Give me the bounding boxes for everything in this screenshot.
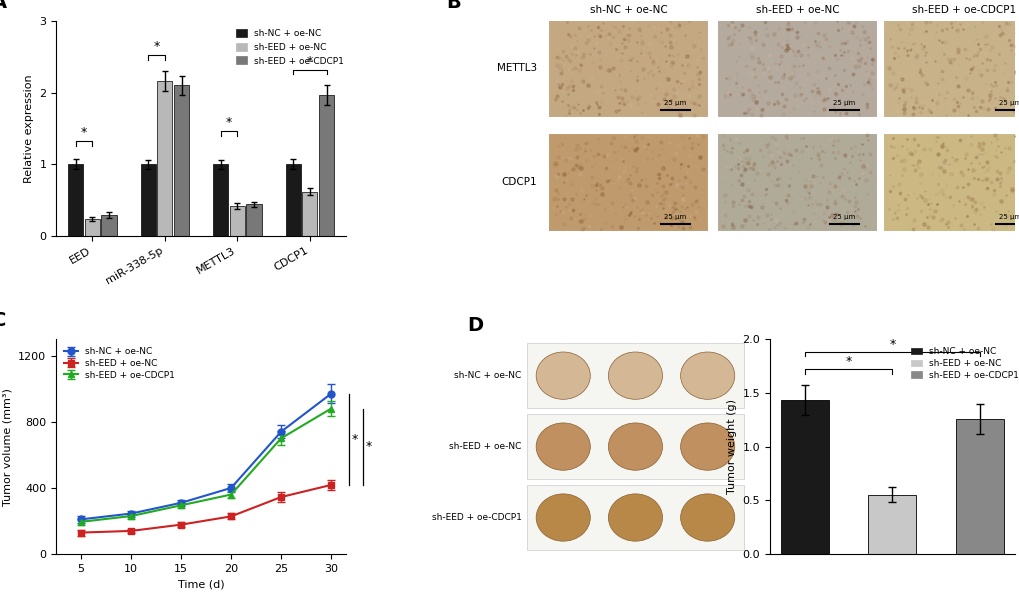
- Ellipse shape: [680, 352, 734, 400]
- Legend: sh-NC + oe-NC, sh-EED + oe-NC, sh-EED + oe-CDCP1: sh-NC + oe-NC, sh-EED + oe-NC, sh-EED + …: [907, 344, 1019, 383]
- Text: A: A: [0, 0, 7, 12]
- Text: 25 μm: 25 μm: [833, 100, 855, 106]
- FancyBboxPatch shape: [527, 485, 743, 550]
- Text: METTL3: METTL3: [497, 63, 537, 73]
- FancyBboxPatch shape: [882, 19, 1019, 117]
- Y-axis label: Tumor weight (g): Tumor weight (g): [727, 399, 736, 494]
- Y-axis label: Tumor volume (mm³): Tumor volume (mm³): [3, 388, 12, 506]
- Text: 25 μm: 25 μm: [999, 214, 1019, 220]
- Text: *: *: [366, 440, 372, 453]
- Text: CDCP1: CDCP1: [501, 177, 537, 187]
- Bar: [302, 192, 317, 236]
- Ellipse shape: [680, 494, 734, 541]
- Text: sh-NC + oe-NC: sh-NC + oe-NC: [589, 5, 666, 14]
- Text: sh-EED + oe-CDCP1: sh-EED + oe-CDCP1: [911, 5, 1015, 14]
- Text: *: *: [225, 116, 232, 129]
- Bar: [247, 204, 262, 236]
- FancyBboxPatch shape: [527, 415, 743, 479]
- Text: sh-EED + oe-NC: sh-EED + oe-NC: [755, 5, 839, 14]
- Ellipse shape: [536, 494, 590, 541]
- Text: *: *: [889, 338, 895, 351]
- Text: 25 μm: 25 μm: [999, 100, 1019, 106]
- Legend: sh-NC + oe-NC, sh-EED + oe-NC, sh-EED + oe-CDCP1: sh-NC + oe-NC, sh-EED + oe-NC, sh-EED + …: [60, 344, 178, 383]
- Bar: [229, 206, 245, 236]
- Bar: [319, 95, 334, 236]
- Text: 25 μm: 25 μm: [663, 214, 686, 220]
- Ellipse shape: [536, 423, 590, 470]
- Ellipse shape: [680, 423, 734, 470]
- Text: C: C: [0, 311, 7, 330]
- Bar: [781, 400, 828, 554]
- FancyBboxPatch shape: [547, 133, 708, 232]
- Text: *: *: [307, 55, 313, 68]
- Bar: [101, 215, 116, 236]
- Bar: [213, 164, 228, 236]
- X-axis label: Time (d): Time (d): [177, 579, 224, 589]
- Ellipse shape: [607, 494, 662, 541]
- Text: 25 μm: 25 μm: [663, 100, 686, 106]
- FancyBboxPatch shape: [547, 19, 708, 117]
- Text: *: *: [352, 433, 358, 446]
- Text: *: *: [81, 126, 87, 139]
- Text: sh-NC + oe-NC: sh-NC + oe-NC: [454, 371, 521, 380]
- Ellipse shape: [607, 423, 662, 470]
- Bar: [141, 164, 156, 236]
- Bar: [157, 81, 172, 236]
- Bar: [68, 164, 84, 236]
- Y-axis label: Relative expression: Relative expression: [23, 74, 34, 183]
- FancyBboxPatch shape: [882, 133, 1019, 232]
- Bar: [867, 495, 915, 554]
- Text: B: B: [445, 0, 461, 12]
- FancyBboxPatch shape: [716, 133, 877, 232]
- FancyBboxPatch shape: [527, 343, 743, 408]
- Ellipse shape: [536, 352, 590, 400]
- Bar: [955, 419, 1003, 554]
- Bar: [85, 219, 100, 236]
- Ellipse shape: [607, 352, 662, 400]
- FancyBboxPatch shape: [716, 19, 877, 117]
- Bar: [174, 86, 189, 236]
- Bar: [285, 164, 301, 236]
- Text: sh-EED + oe-NC: sh-EED + oe-NC: [449, 442, 521, 451]
- Text: *: *: [153, 40, 160, 53]
- Text: D: D: [467, 316, 483, 334]
- Legend: sh-NC + oe-NC, sh-EED + oe-NC, sh-EED + oe-CDCP1: sh-NC + oe-NC, sh-EED + oe-NC, sh-EED + …: [232, 26, 347, 69]
- Text: sh-EED + oe-CDCP1: sh-EED + oe-CDCP1: [431, 513, 521, 522]
- Text: *: *: [845, 355, 851, 368]
- Text: 25 μm: 25 μm: [833, 214, 855, 220]
